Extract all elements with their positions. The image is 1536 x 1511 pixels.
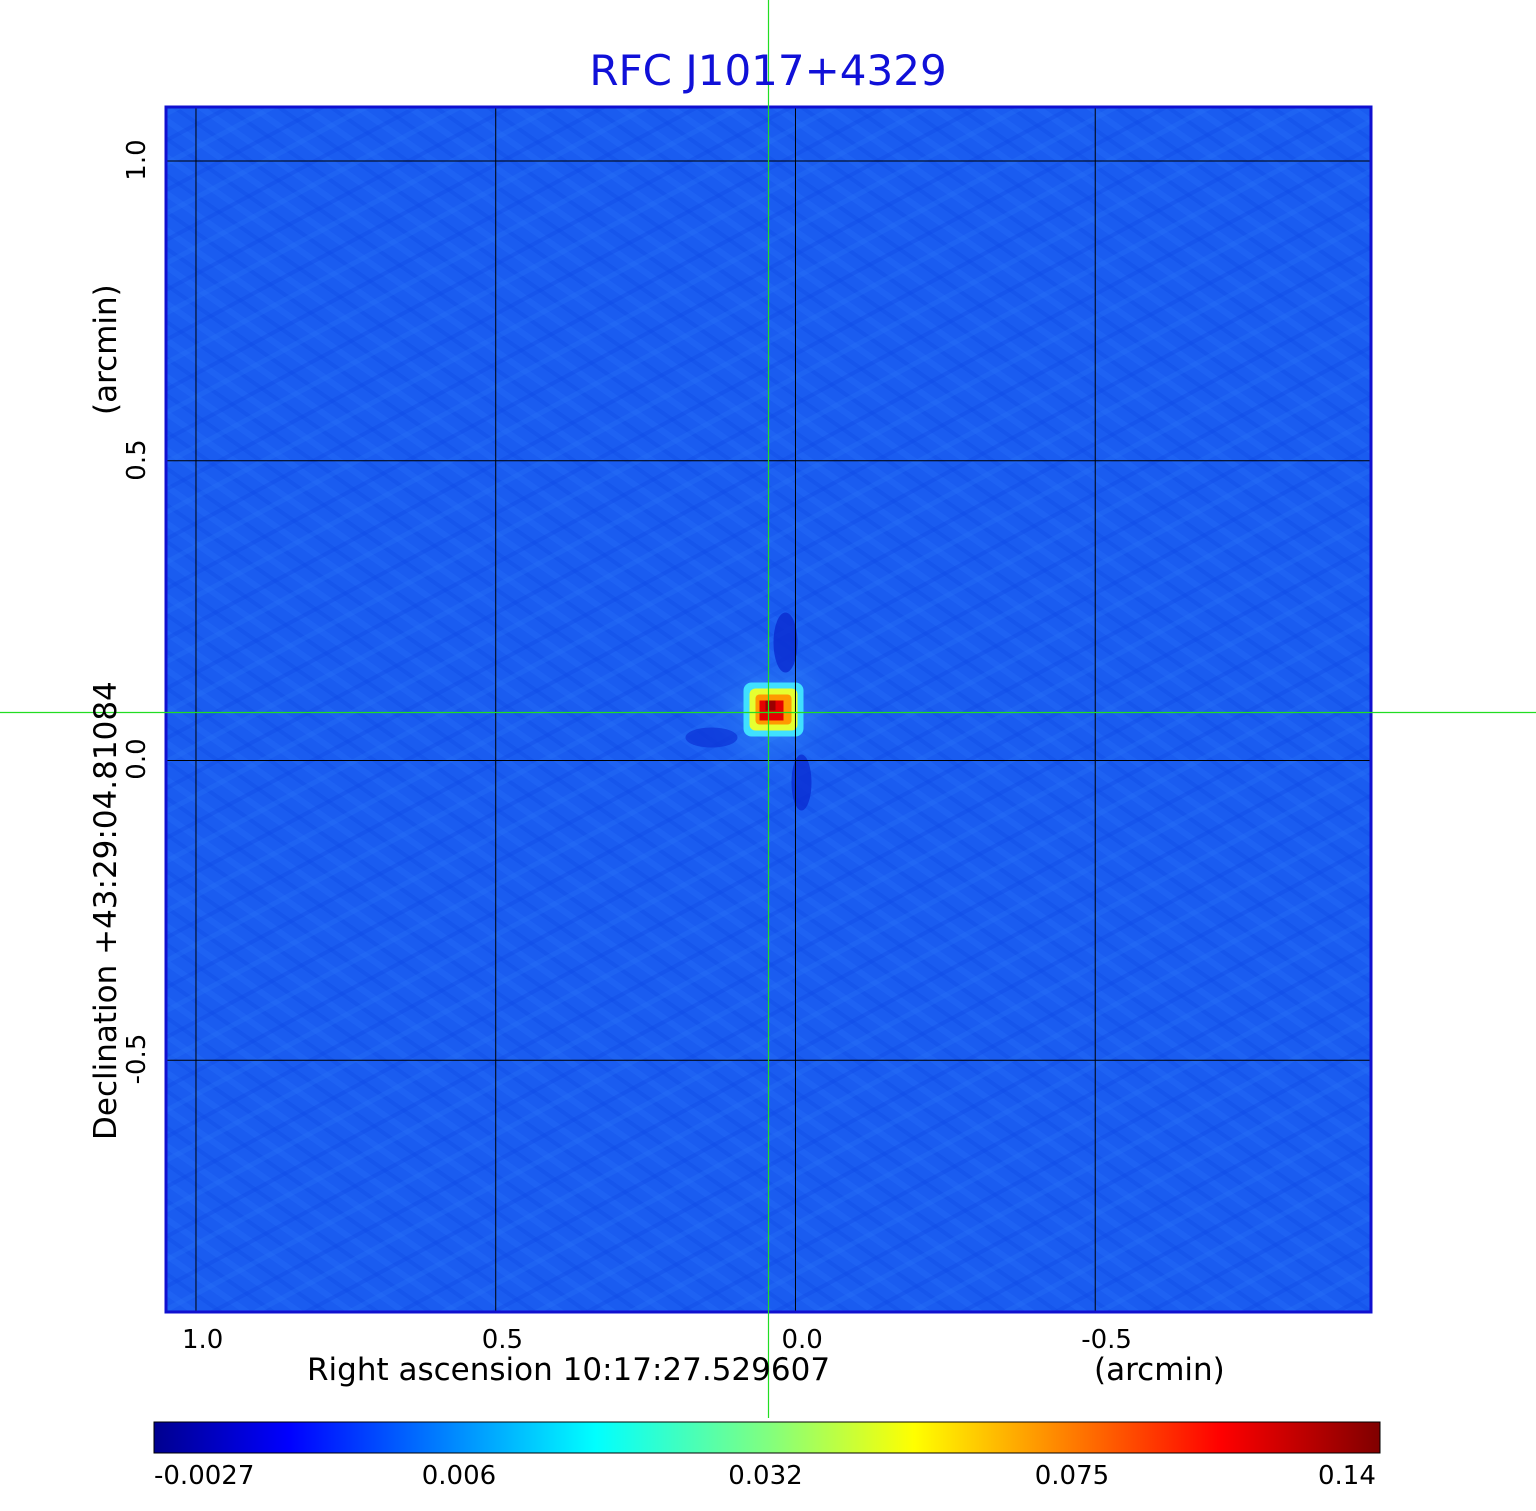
x-axis-label: Right ascension 10:17:27.529607 (307, 1352, 831, 1388)
x-tick-label: -0.5 (1081, 1325, 1132, 1355)
sidelobe-south (791, 754, 812, 811)
source-peak (765, 700, 776, 711)
x-tick-label: 1.0 (181, 1325, 224, 1355)
x-tick-label: 0.5 (481, 1325, 524, 1355)
y-axis-label: Declination +43:29:04.81084 (88, 681, 124, 1140)
colorbar-tick-label: 0.14 (1318, 1461, 1376, 1491)
y-tick-label: 0.0 (122, 738, 152, 781)
sidelobe-north (773, 612, 798, 673)
y-tick-label: -0.5 (122, 1033, 152, 1085)
y-axis-unit: (arcmin) (88, 284, 124, 415)
colorbar-tick-label: -0.0027 (154, 1461, 255, 1491)
y-tick-label: 1.0 (122, 139, 152, 181)
colorbar-tick-label: 0.006 (421, 1461, 497, 1491)
chart-title: RFC J1017+4329 (589, 46, 947, 95)
x-axis-unit: (arcmin) (1094, 1352, 1225, 1388)
colorbar-tick-label: 0.032 (728, 1461, 803, 1491)
colorbar (153, 1421, 1381, 1454)
colorbar-tick-label: 0.075 (1034, 1461, 1110, 1491)
y-tick-label: 0.5 (122, 439, 152, 481)
sidelobe-west (685, 727, 738, 748)
x-tick-label: 0.0 (781, 1325, 823, 1355)
